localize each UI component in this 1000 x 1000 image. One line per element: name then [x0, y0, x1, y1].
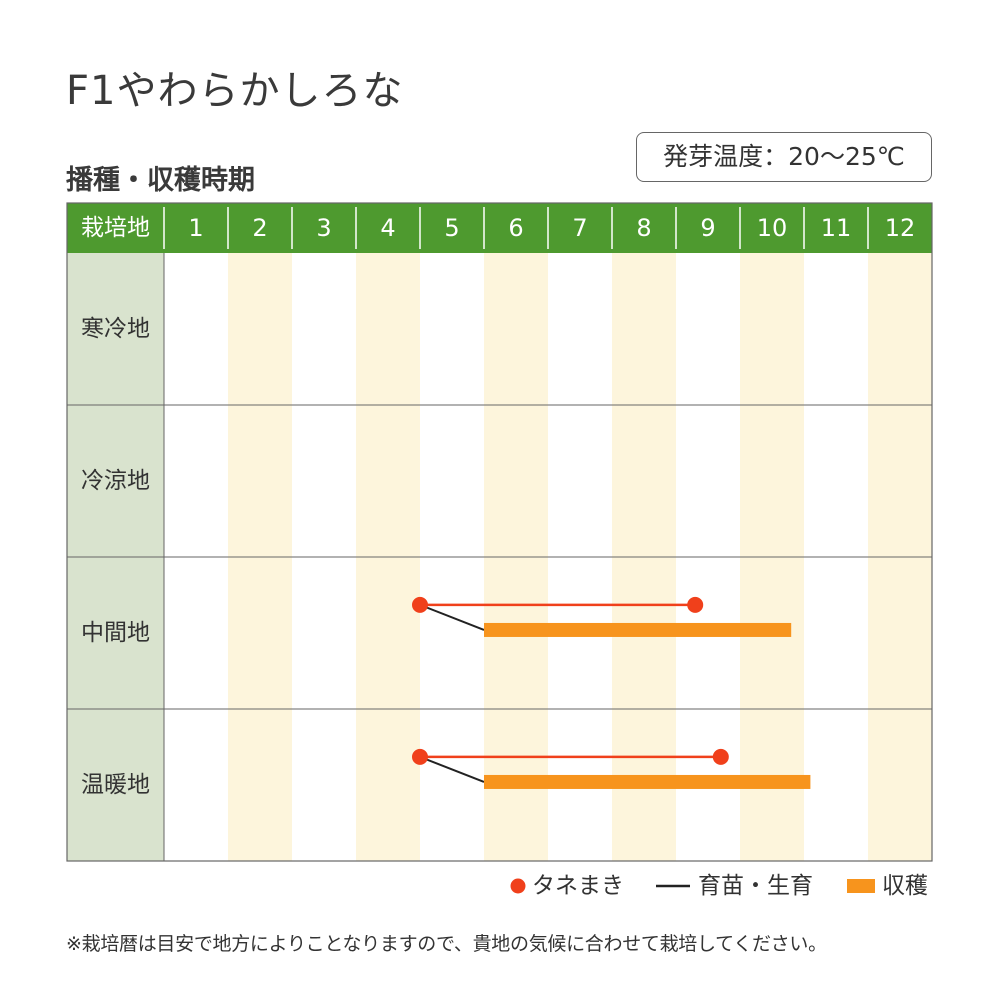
- sowing-end-dot-3: [687, 596, 704, 613]
- harvest-bar-4: [484, 774, 811, 789]
- month-label-3: 3: [316, 214, 331, 242]
- sowing-end-dot-4: [712, 748, 729, 765]
- region-label-3: 中間地: [81, 620, 150, 646]
- region-label-1: 寒冷地: [81, 316, 150, 342]
- month-label-12: 12: [885, 214, 916, 242]
- month-label-9: 9: [700, 214, 715, 242]
- header-bar: [67, 203, 932, 253]
- germination-temp-badge: 発芽温度：20〜25℃: [636, 132, 932, 182]
- header-label-region: 栽培地: [81, 215, 150, 241]
- legend-seedling-label: 育苗・生育: [698, 873, 813, 899]
- seedling-line-4: [419, 755, 485, 783]
- chart-border: [66, 202, 933, 862]
- sowing-start-dot-4: [412, 748, 428, 765]
- month-label-1: 1: [188, 214, 203, 242]
- region-label-4: 温暖地: [81, 772, 150, 798]
- legend-harvest-icon: [847, 879, 875, 893]
- legend-sowing-label: タネまき: [532, 873, 624, 899]
- legend-harvest-label: 収穫: [882, 873, 928, 899]
- month-label-11: 11: [821, 214, 852, 242]
- month-label-8: 8: [636, 214, 651, 242]
- page-title: F1やわらかしろな: [66, 68, 404, 114]
- month-label-2: 2: [252, 214, 267, 242]
- legend-sowing-icon: [510, 878, 526, 894]
- month-label-10: 10: [757, 214, 788, 242]
- sowing-start-dot-3: [412, 596, 428, 613]
- month-label-5: 5: [444, 214, 459, 242]
- seedling-line-3: [419, 603, 485, 631]
- month-label-4: 4: [380, 214, 395, 242]
- harvest-bar-3: [484, 622, 792, 637]
- month-label-7: 7: [572, 214, 587, 242]
- region-label-2: 冷涼地: [81, 468, 150, 494]
- month-label-6: 6: [508, 214, 523, 242]
- chart-subtitle: 播種・収穫時期: [66, 165, 255, 196]
- footnote: ※栽培暦は目安で地方によりことなりますので、貴地の気候に合わせて栽培してください…: [66, 933, 827, 955]
